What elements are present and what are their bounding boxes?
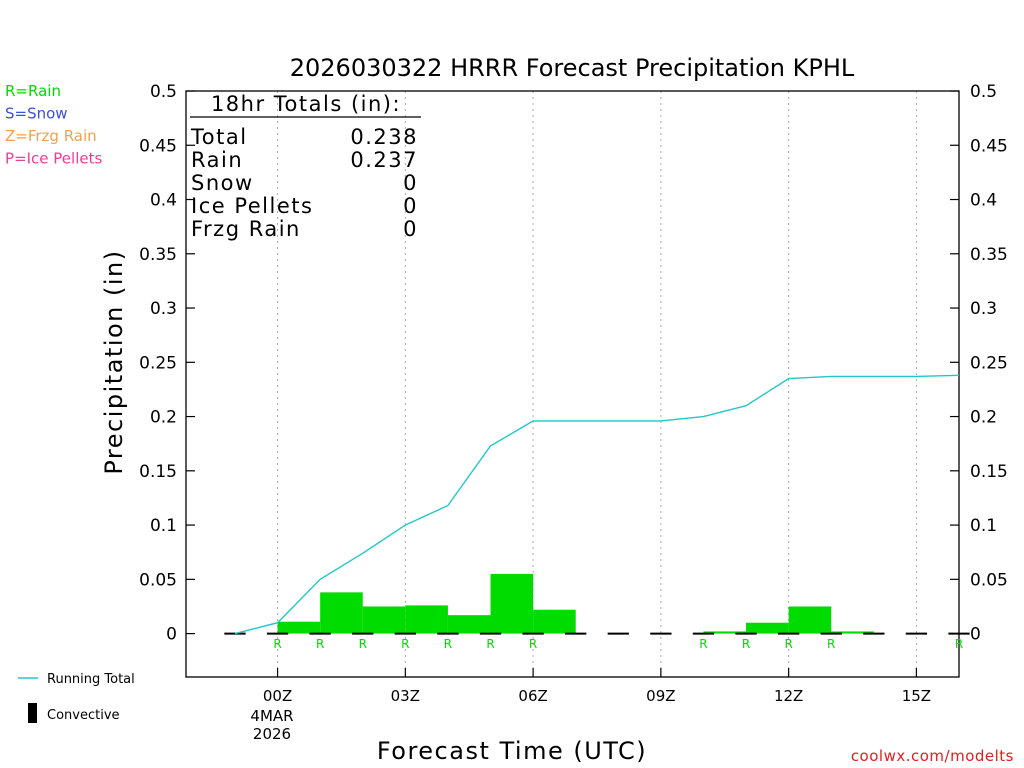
precip-bar	[447, 615, 491, 634]
y-tick-label-right: 0.25	[970, 353, 1008, 373]
vertical-gridlines	[277, 91, 917, 677]
precip-type-code: R	[784, 637, 792, 651]
type-legend-entry: Z=Frzg Rain	[5, 127, 97, 145]
x-tick-label: 06Z	[518, 687, 547, 705]
y-tick-label-right: 0.05	[970, 570, 1008, 590]
precip-bar	[320, 592, 363, 634]
totals-row-label: Total	[190, 125, 248, 149]
precip-bar	[831, 631, 874, 634]
x-tick-label: 09Z	[646, 687, 675, 705]
precip-type-code: R	[699, 637, 707, 651]
totals-heading: 18hr Totals (in):	[211, 92, 401, 116]
precip-type-code: R	[401, 637, 409, 651]
series-legend: Running Total Convective	[18, 672, 135, 723]
y-tick-label-left: 0.2	[150, 408, 177, 428]
totals-row-label: Frzg Rain	[191, 217, 301, 241]
totals-box: 18hr Totals (in): Total 0.238 Rain 0.237 Snow…	[190, 92, 421, 241]
y-tick-label-left: 0.3	[150, 299, 177, 319]
y-tick-label-left: 0.25	[139, 353, 177, 373]
precip-bar	[405, 605, 448, 634]
y-axis-label: Precipitation (in)	[100, 249, 128, 474]
precip-bar	[788, 606, 832, 634]
precip-bar	[277, 621, 321, 634]
totals-row-value: 0.238	[350, 125, 418, 149]
precip-bar	[703, 631, 747, 634]
plot-area: 0 00.05 0.050.1 0.10.15 0.150.2 0.20.25 0.250.…	[139, 82, 1008, 705]
precip-type-code: R	[742, 637, 750, 651]
y-tick-label-left: 0.1	[150, 516, 177, 536]
y-tick-label-right: 0.1	[970, 516, 997, 536]
y-tick-label-right: 0.3	[970, 299, 997, 319]
precip-bar	[533, 609, 576, 634]
x-tick-label: 15Z	[902, 687, 931, 705]
totals-row-label: Rain	[191, 148, 243, 172]
y-tick-label-left: 0.15	[139, 462, 177, 482]
type-legend-entry: R=Rain	[5, 82, 61, 100]
y-tick-label-right: 0.5	[970, 82, 997, 102]
y-tick-label-left: 0.45	[139, 136, 177, 156]
chart-title: 2026030322 HRRR Forecast Precipitation K…	[290, 54, 855, 82]
precip-type-legend: R=Rain S=Snow Z=Frzg Rain P=Ice Pellets	[5, 82, 102, 168]
running-total-polyline	[234, 374, 960, 635]
date-day-label: 4MAR	[250, 707, 293, 725]
y-tick-label-left: 0	[166, 625, 177, 645]
y-tick-label-right: 0.2	[970, 408, 997, 428]
precip-type-code: R	[529, 637, 537, 651]
precip-type-code: R	[444, 637, 452, 651]
y-tick-label-left: 0.5	[150, 82, 177, 102]
totals-row-label: Ice Pellets	[191, 194, 313, 218]
y-tick-label-left: 0.35	[139, 245, 177, 265]
totals-row-value: 0	[403, 171, 418, 195]
x-tick-label: 03Z	[391, 687, 420, 705]
precip-type-code: R	[359, 637, 367, 651]
totals-row-value: 0.237	[350, 148, 418, 172]
totals-row-label: Snow	[191, 171, 254, 195]
type-legend-entry: P=Ice Pellets	[5, 150, 102, 168]
precip-type-code: R	[273, 637, 281, 651]
precip-type-code: R	[486, 637, 494, 651]
precip-bar	[746, 622, 789, 634]
totals-row-value: 0	[403, 217, 418, 241]
y-tick-label-left: 0.05	[139, 570, 177, 590]
convective-legend-label: Convective	[47, 708, 120, 723]
y-axis-ticks: 0 00.05 0.050.1 0.10.15 0.150.2 0.20.25 0.250.…	[139, 82, 1008, 645]
precip-bar	[362, 606, 406, 634]
type-legend-entry: S=Snow	[5, 105, 68, 123]
y-tick-label-right: 0.4	[970, 191, 997, 211]
y-tick-label-right: 0.15	[970, 462, 1008, 482]
plot-frame	[185, 90, 960, 678]
credit-link: coolwx.com/modelts	[851, 747, 1014, 765]
running-total-legend-label: Running Total	[47, 672, 135, 687]
y-tick-label-left: 0.4	[150, 191, 177, 211]
x-axis-label: Forecast Time (UTC)	[377, 737, 647, 765]
x-tick-label: 12Z	[774, 687, 803, 705]
convective-swatch	[28, 703, 37, 723]
running-total-line	[234, 374, 960, 635]
precip-type-code: R	[827, 637, 835, 651]
precip-bar	[490, 573, 534, 634]
y-tick-label-right: 0.45	[970, 136, 1008, 156]
precip-type-code: R	[955, 637, 963, 651]
date-year-label: 2026	[253, 725, 291, 743]
x-tick-label: 00Z	[263, 687, 292, 705]
totals-row-value: 0	[403, 194, 418, 218]
hourly-precip-bars	[277, 573, 874, 634]
x-axis-ticks: 00Z 03Z 06Z 09Z 12Z 15Z	[263, 668, 931, 705]
precip-type-code: R	[316, 637, 324, 651]
y-tick-label-right: 0	[970, 625, 981, 645]
y-tick-label-right: 0.35	[970, 245, 1008, 265]
